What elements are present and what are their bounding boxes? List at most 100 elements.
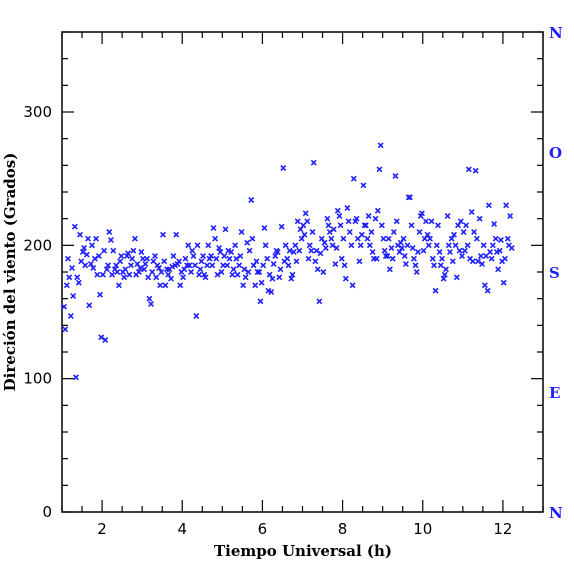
data-point: [449, 258, 456, 265]
data-point: [463, 222, 470, 229]
data-point: [210, 225, 217, 231]
data-point: [452, 242, 459, 249]
data-point: [428, 218, 435, 225]
data-point: [451, 231, 457, 238]
data-point: [385, 235, 392, 242]
data-point: [208, 253, 215, 259]
data-point: [200, 253, 207, 259]
data-point: [244, 239, 251, 246]
y-axis-title: Direción del viento (Grados): [1, 153, 19, 392]
data-point: [401, 253, 408, 259]
data-point: [190, 253, 197, 259]
data-point: [86, 302, 93, 309]
compass-label: S: [549, 264, 560, 282]
data-point: [192, 262, 199, 269]
compass-label: N: [549, 504, 563, 522]
data-point: [421, 235, 428, 242]
data-point: [413, 269, 420, 275]
data-point: [300, 222, 307, 229]
data-point: [168, 275, 174, 282]
data-point: [404, 242, 411, 249]
data-point: [137, 265, 144, 271]
data-point: [129, 255, 136, 262]
data-point: [87, 261, 94, 267]
data-point: [374, 207, 381, 214]
data-point: [314, 266, 321, 273]
data-point: [422, 218, 429, 225]
data-point: [384, 253, 391, 259]
data-point: [316, 298, 323, 305]
data-point: [455, 222, 461, 229]
data-point: [202, 274, 209, 281]
data-point: [127, 262, 134, 269]
data-point: [473, 235, 480, 242]
data-point: [229, 271, 236, 278]
tick-labels: 2 4 6 8 10 12 0 100 200 300: [23, 103, 512, 538]
data-point: [405, 194, 412, 201]
data-point: [382, 253, 389, 259]
data-point: [479, 261, 486, 267]
data-point: [477, 253, 484, 259]
data-point: [69, 265, 75, 271]
data-point: [377, 142, 384, 149]
data-point: [398, 245, 405, 251]
data-point: [150, 258, 157, 265]
data-point: [245, 269, 252, 275]
data-point: [130, 247, 137, 254]
data-point: [431, 262, 437, 269]
data-point: [290, 249, 297, 255]
data-point: [189, 247, 196, 254]
data-point: [102, 337, 109, 343]
data-point: [318, 235, 325, 242]
data-point: [114, 269, 121, 275]
data-point: [241, 266, 248, 273]
data-point: [74, 274, 81, 281]
data-point: [170, 253, 177, 259]
data-point: [161, 258, 168, 265]
data-point: [503, 202, 510, 209]
data-point: [61, 303, 67, 310]
data-point: [156, 265, 162, 271]
data-point: [397, 239, 404, 246]
data-point: [142, 261, 149, 267]
data-point: [110, 247, 117, 254]
data-point: [152, 253, 158, 259]
data-point: [234, 271, 241, 278]
data-point: [447, 249, 453, 255]
data-point: [148, 301, 154, 307]
data-point: [409, 245, 416, 251]
x-tick-label: 6: [258, 520, 268, 538]
y-tick-label: 100: [23, 370, 52, 388]
y-tick-label: 300: [23, 103, 52, 121]
data-point: [157, 282, 164, 289]
data-point: [77, 231, 84, 238]
data-point: [217, 249, 224, 255]
data-point: [253, 258, 260, 265]
data-point: [286, 247, 293, 254]
data-point: [362, 222, 369, 229]
data-point: [162, 282, 169, 289]
data-point: [483, 253, 490, 259]
data-point: [448, 235, 455, 242]
data-point: [360, 182, 367, 189]
data-point: [113, 262, 120, 269]
data-point: [257, 298, 264, 305]
data-point: [432, 287, 439, 294]
data-point: [406, 194, 413, 201]
data-point: [193, 313, 200, 319]
data-point: [320, 269, 327, 275]
data-point: [141, 266, 148, 273]
data-point: [218, 269, 225, 275]
data-point: [254, 269, 261, 275]
data-point: [376, 166, 383, 173]
data-point: [393, 218, 400, 225]
data-point: [464, 242, 471, 249]
data-point: [107, 237, 114, 243]
data-point: [324, 215, 331, 222]
right-axis-labels: N E S O N: [549, 24, 563, 522]
data-point: [443, 266, 449, 273]
data-point: [476, 215, 483, 222]
data-point: [158, 269, 165, 275]
data-point: [205, 242, 212, 249]
data-point: [410, 255, 417, 262]
